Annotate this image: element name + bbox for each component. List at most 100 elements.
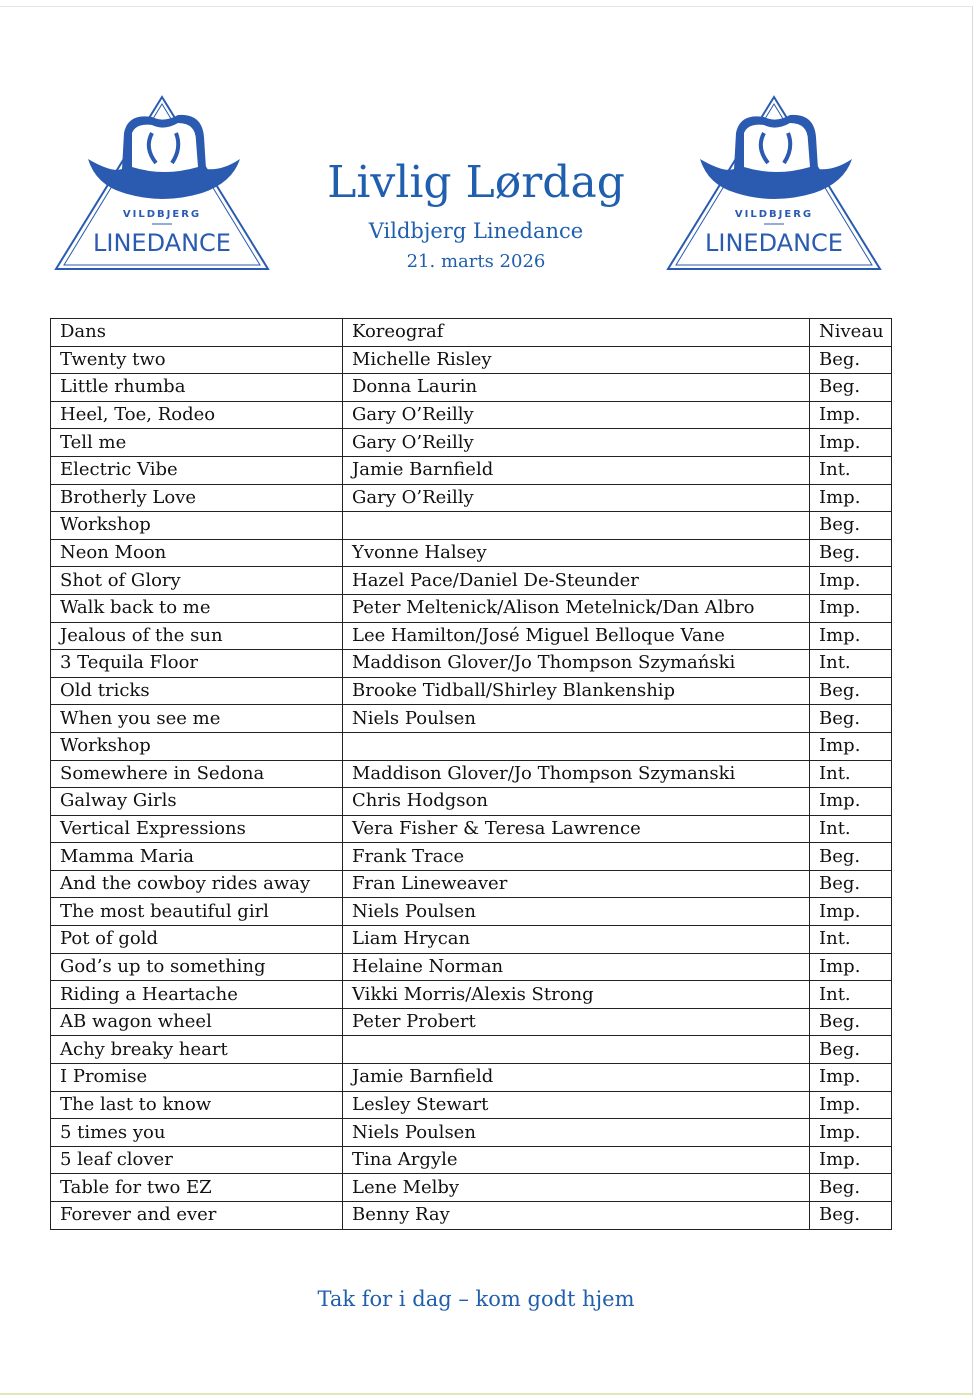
dance-name: 3 Tequila Floor [50,649,343,678]
document-page: VILDBJERG LINEDANCE VILDBJERG LINEDANCE … [0,6,973,1395]
table-row: Forever and ever Benny Ray Beg. [50,1201,892,1230]
level: Imp. [809,787,892,816]
level: Imp. [809,897,892,927]
dance-name: Walk back to me [50,593,343,623]
dance-name: Brotherly Love [50,483,343,513]
dance-name: Heel, Toe, Rodeo [50,400,343,430]
table-row: Tell me Gary O’Reilly Imp. [50,428,892,457]
dance-name: Twenty two [50,345,343,375]
table-row: Electric Vibe Jamie Barnfield Int. [50,455,892,485]
choreographer: Maddison Glover/Jo Thompson Szymański [342,649,810,678]
choreographer: Vikki Morris/Alexis Strong [342,980,810,1009]
cowboy-hat-logo-icon: VILDBJERG LINEDANCE [666,95,882,270]
dance-name: And the cowboy rides away [50,869,343,899]
table-row: Pot of gold Liam Hrycan Int. [50,925,892,954]
table-row: Galway Girls Chris Hodgson Imp. [50,787,892,816]
logo-left: VILDBJERG LINEDANCE [52,93,272,273]
choreographer: Gary O’Reilly [342,483,810,513]
dance-name: Electric Vibe [50,455,343,485]
table-row: When you see me Niels Poulsen Beg. [50,704,892,733]
dance-name: God’s up to something [50,952,343,982]
choreographer: Jamie Barnfield [342,1063,810,1092]
level: Int. [809,649,892,678]
level: Imp. [809,428,892,457]
table-row: 3 Tequila Floor Maddison Glover/Jo Thomps… [50,649,892,678]
choreographer: Peter Meltenick/Alison Metelnick/Dan Alb… [342,593,810,623]
choreographer: Helaine Norman [342,952,810,982]
event-date: 21. marts 2026 [406,251,546,272]
dance-table: Dans Koreograf Niveau Twenty two Michelle… [50,318,892,1230]
column-header-dans: Dans [50,318,343,347]
level: Imp. [809,566,892,595]
dance-name: Workshop [50,511,343,540]
choreographer: Gary O’Reilly [342,428,810,457]
page-title: Livlig Lørdag [327,157,625,208]
table-row: Mamma Maria Frank Trace Beg. [50,842,892,871]
table-row: Heel, Toe, Rodeo Gary O’Reilly Imp. [50,400,892,430]
table-row: 5 times you Niels Poulsen Imp. [50,1118,892,1147]
level: Int. [809,925,892,954]
column-header-koreograf: Koreograf [342,318,810,347]
choreographer: Lesley Stewart [342,1090,810,1120]
level: Imp. [809,731,892,761]
dance-name: Achy breaky heart [50,1035,343,1065]
column-header-niveau: Niveau [809,318,892,347]
level: Beg. [809,345,892,375]
table-row: Neon Moon Yvonne Halsey Beg. [50,538,892,568]
dance-name: 5 leaf clover [50,1145,343,1175]
table-row: Somewhere in Sedona Maddison Glover/Jo Th… [50,759,892,789]
choreographer: Liam Hrycan [342,925,810,954]
dance-name: Workshop [50,731,343,761]
dance-name: Jealous of the sun [50,621,343,651]
dance-name: Neon Moon [50,538,343,568]
level: Beg. [809,1007,892,1037]
level: Beg. [809,704,892,733]
table-row: Vertical Expressions Vera Fisher & Teresa… [50,814,892,844]
logo-text-top: VILDBJERG [735,209,813,220]
dance-name: Shot of Glory [50,566,343,595]
level: Int. [809,814,892,844]
table-row: Table for two EZ Lene Melby Beg. [50,1173,892,1202]
level: Imp. [809,1063,892,1092]
dance-name: AB wagon wheel [50,1007,343,1037]
table-row: I Promise Jamie Barnfield Imp. [50,1063,892,1092]
level: Beg. [809,538,892,568]
dance-name: Table for two EZ [50,1173,343,1202]
footer-message: Tak for i dag – kom godt hjem [317,1287,635,1311]
level: Beg. [809,1035,892,1065]
level: Imp. [809,1118,892,1147]
table-row: Walk back to me Peter Meltenick/Alison Me… [50,593,892,623]
table-row: The last to know Lesley Stewart Imp. [50,1090,892,1120]
dance-name: Galway Girls [50,787,343,816]
level: Beg. [809,842,892,871]
dance-name: Pot of gold [50,925,343,954]
choreographer: Peter Probert [342,1007,810,1037]
logo-text-main: LINEDANCE [705,229,843,257]
choreographer: Michelle Risley [342,345,810,375]
dance-name: Old tricks [50,676,343,706]
dance-name: Vertical Expressions [50,814,343,844]
level: Imp. [809,1145,892,1175]
level: Imp. [809,400,892,430]
table-row: Jealous of the sun Lee Hamilton/José Migu… [50,621,892,651]
dance-name: Forever and ever [50,1201,343,1230]
table-row: Achy breaky heart Beg. [50,1035,892,1065]
logo-text-top: VILDBJERG [123,209,201,220]
choreographer: Hazel Pace/Daniel De-Steunder [342,566,810,595]
level: Beg. [809,869,892,899]
table-row: Twenty two Michelle Risley Beg. [50,345,892,375]
level: Int. [809,759,892,789]
logo-text-main: LINEDANCE [93,229,231,257]
level: Imp. [809,952,892,982]
logo-right: VILDBJERG LINEDANCE [664,93,884,273]
table-row: Shot of Glory Hazel Pace/Daniel De-Steund… [50,566,892,595]
dance-name: The last to know [50,1090,343,1120]
dance-name: Tell me [50,428,343,457]
table-row: Old tricks Brooke Tidball/Shirley Blanken… [50,676,892,706]
choreographer: Donna Laurin [342,373,810,402]
dance-name: Little rhumba [50,373,343,402]
level: Int. [809,455,892,485]
choreographer [342,731,810,761]
table-row: Brotherly Love Gary O’Reilly Imp. [50,483,892,513]
choreographer: Maddison Glover/Jo Thompson Szymanski [342,759,810,789]
